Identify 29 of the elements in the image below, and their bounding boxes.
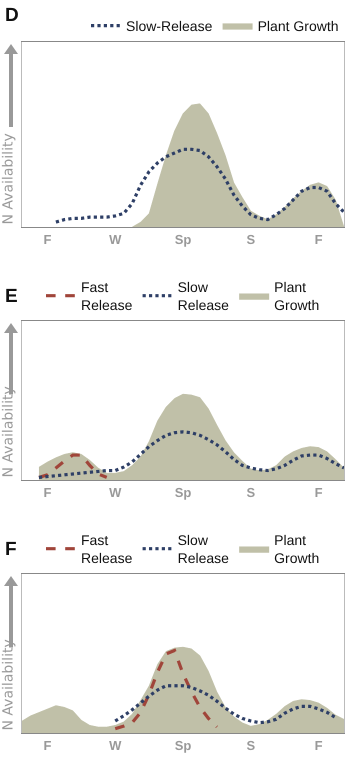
x-tick-label: W bbox=[109, 738, 122, 753]
x-tick-label: Sp bbox=[174, 232, 192, 247]
legend-label: Plant Growth bbox=[274, 532, 320, 566]
x-tick-label: F bbox=[43, 484, 52, 500]
legend-label: Plant Growth bbox=[258, 18, 339, 34]
legend-label: Fast Release bbox=[81, 532, 133, 566]
x-tick-label: W bbox=[109, 484, 122, 500]
legend-label: Plant Growth bbox=[274, 279, 320, 314]
x-tick-label: Sp bbox=[174, 738, 192, 753]
x-tick-label: F bbox=[314, 738, 323, 753]
x-tick-label: F bbox=[314, 232, 323, 247]
chart-title: E bbox=[5, 286, 18, 307]
x-tick-label: W bbox=[109, 232, 122, 247]
legend-label: Slow Release bbox=[178, 532, 230, 566]
y-axis-title: N Availability bbox=[0, 386, 16, 478]
x-tick-label: F bbox=[314, 484, 323, 500]
x-tick-label: S bbox=[246, 232, 256, 247]
x-tick-label: S bbox=[246, 738, 256, 753]
x-tick-label: F bbox=[43, 738, 52, 753]
legend-label: Slow Release bbox=[178, 279, 230, 314]
x-tick-label: S bbox=[246, 484, 256, 500]
x-tick-label: F bbox=[43, 232, 52, 247]
chart-title: F bbox=[5, 539, 17, 560]
x-tick-label: Sp bbox=[174, 484, 192, 500]
legend-label: Fast Release bbox=[81, 279, 133, 314]
y-axis-title: N Availability bbox=[0, 639, 16, 730]
legend-label: Slow-Release bbox=[126, 18, 213, 34]
chart-title: D bbox=[5, 5, 19, 26]
y-axis-title: N Availability bbox=[0, 133, 16, 224]
